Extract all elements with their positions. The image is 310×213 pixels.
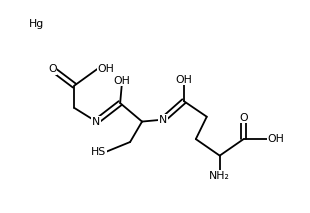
Text: N: N — [92, 117, 100, 127]
Text: N: N — [159, 115, 167, 125]
Text: O: O — [48, 64, 57, 74]
Text: O: O — [239, 113, 248, 123]
Text: HS: HS — [91, 147, 106, 157]
Text: OH: OH — [268, 134, 284, 144]
Text: OH: OH — [114, 76, 131, 86]
Text: OH: OH — [175, 75, 192, 85]
Text: OH: OH — [97, 64, 114, 74]
Text: Hg: Hg — [29, 19, 44, 29]
Text: NH₂: NH₂ — [209, 171, 230, 181]
